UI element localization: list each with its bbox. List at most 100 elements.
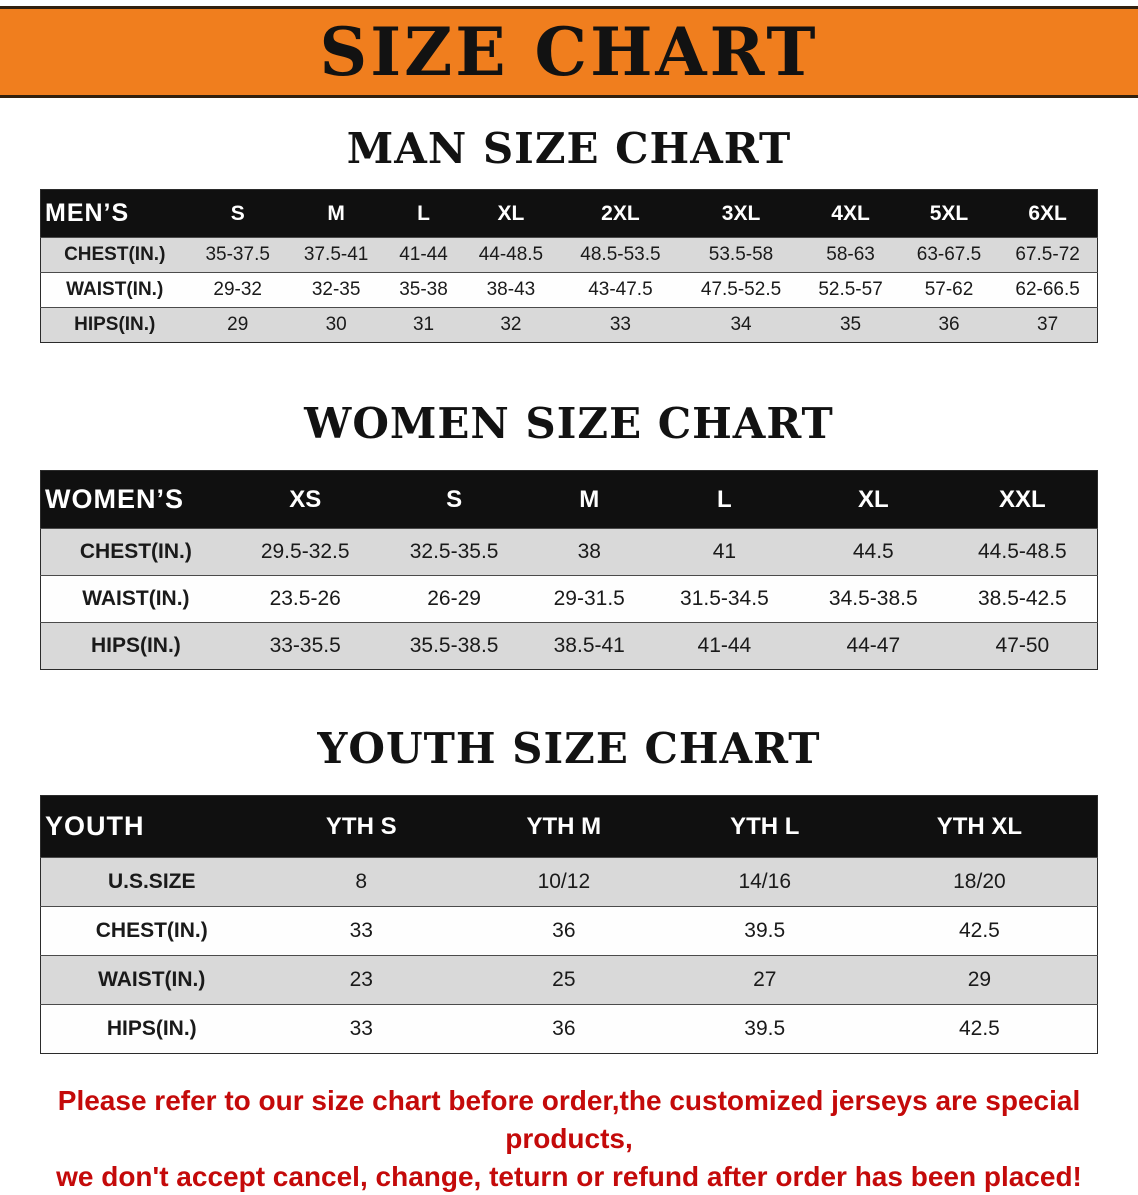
size-column-header: M: [286, 189, 386, 238]
size-column-header: YTH XL: [861, 795, 1098, 858]
measurement-value: 38: [528, 528, 650, 576]
table-group-label: MEN’S: [40, 189, 189, 238]
measurement-value: 36: [460, 1004, 668, 1054]
measurement-value: 62-66.5: [998, 272, 1098, 308]
measurement-value: 41-44: [649, 622, 799, 670]
measurement-label: WAIST(IN.): [40, 575, 231, 623]
womens-size-table: WOMEN’S XS S M L XL XXL CHEST(IN.) 29.5-32.5 32.5…: [40, 470, 1098, 670]
measurement-value: 42.5: [861, 906, 1098, 956]
table-row: CHEST(IN.) 29.5-32.5 32.5-35.5 38 41 44.5 44.5…: [40, 528, 1098, 576]
table-row: HIPS(IN.) 29 30 31 32 33 34 35 36 37: [40, 307, 1098, 343]
measurement-value: 29.5-32.5: [230, 528, 380, 576]
table-row: HIPS(IN.) 33 36 39.5 42.5: [40, 1004, 1098, 1054]
measurement-value: 35-38: [385, 272, 462, 308]
measurement-value: 57-62: [899, 272, 999, 308]
size-column-header: XL: [461, 189, 561, 238]
measurement-value: 38-43: [461, 272, 561, 308]
measurement-value: 44.5: [798, 528, 948, 576]
size-column-header: 4XL: [801, 189, 900, 238]
measurement-value: 33-35.5: [230, 622, 380, 670]
measurement-value: 35-37.5: [188, 237, 287, 273]
man-size-chart-heading: MAN SIZE CHART: [346, 124, 792, 173]
measurement-value: 33: [262, 1004, 461, 1054]
table-group-label: YOUTH: [40, 795, 263, 858]
table-row: WAIST(IN.) 23.5-26 26-29 29-31.5 31.5-34.5 34…: [40, 575, 1098, 623]
measurement-value: 32-35: [286, 272, 386, 308]
measurement-value: 39.5: [667, 1004, 862, 1054]
measurement-value: 8: [262, 857, 461, 907]
measurement-value: 23.5-26: [230, 575, 380, 623]
measurement-value: 47-50: [947, 622, 1098, 670]
measurement-value: 67.5-72: [998, 237, 1098, 273]
measurement-value: 44.5-48.5: [947, 528, 1098, 576]
measurement-value: 36: [460, 906, 668, 956]
size-column-header: L: [385, 189, 462, 238]
measurement-label: CHEST(IN.): [40, 237, 189, 273]
size-column-header: M: [528, 470, 650, 529]
table-row: WAIST(IN.) 29-32 32-35 35-38 38-43 43-47.5 47.…: [40, 272, 1098, 308]
size-column-header: S: [379, 470, 529, 529]
measurement-value: 34.5-38.5: [798, 575, 948, 623]
measurement-value: 33: [262, 906, 461, 956]
measurement-value: 33: [560, 307, 681, 343]
measurement-value: 26-29: [379, 575, 529, 623]
size-column-header: S: [188, 189, 287, 238]
size-column-header: 6XL: [998, 189, 1098, 238]
measurement-value: 14/16: [667, 857, 862, 907]
table-header-row: MEN’S S M L XL 2XL 3XL 4XL 5XL 6XL: [40, 189, 1098, 238]
measurement-value: 63-67.5: [899, 237, 999, 273]
disclaimer: Please refer to our size chart before or…: [0, 1082, 1138, 1195]
size-column-header: YTH L: [667, 795, 862, 858]
measurement-value: 44-48.5: [461, 237, 561, 273]
size-column-header: L: [649, 470, 799, 529]
measurement-value: 27: [667, 955, 862, 1005]
man-size-chart-section: MAN SIZE CHART MEN’S S M L XL 2XL 3XL 4XL 5XL 6XL…: [0, 124, 1138, 343]
measurement-value: 29-32: [188, 272, 287, 308]
measurement-value: 38.5-41: [528, 622, 650, 670]
measurement-value: 18/20: [861, 857, 1098, 907]
measurement-value: 37: [998, 307, 1098, 343]
measurement-value: 58-63: [801, 237, 900, 273]
measurement-label: CHEST(IN.): [40, 906, 263, 956]
measurement-label: HIPS(IN.): [40, 622, 231, 670]
measurement-value: 31: [385, 307, 462, 343]
measurement-label: U.S.SIZE: [40, 857, 263, 907]
table-header-row: YOUTH YTH S YTH M YTH L YTH XL: [40, 795, 1098, 858]
table-group-label: WOMEN’S: [40, 470, 231, 529]
size-column-header: 5XL: [899, 189, 999, 238]
measurement-value: 48.5-53.5: [560, 237, 681, 273]
measurement-value: 30: [286, 307, 386, 343]
measurement-value: 43-47.5: [560, 272, 681, 308]
measurement-value: 35.5-38.5: [379, 622, 529, 670]
measurement-value: 32.5-35.5: [379, 528, 529, 576]
measurement-value: 34: [680, 307, 802, 343]
measurement-value: 29-31.5: [528, 575, 650, 623]
table-row: HIPS(IN.) 33-35.5 35.5-38.5 38.5-41 41-44 44-…: [40, 622, 1098, 670]
measurement-value: 35: [801, 307, 900, 343]
measurement-label: CHEST(IN.): [40, 528, 231, 576]
size-column-header: XS: [230, 470, 380, 529]
measurement-value: 32: [461, 307, 561, 343]
measurement-value: 53.5-58: [680, 237, 802, 273]
measurement-value: 10/12: [460, 857, 668, 907]
measurement-value: 37.5-41: [286, 237, 386, 273]
measurement-value: 44-47: [798, 622, 948, 670]
measurement-value: 31.5-34.5: [649, 575, 799, 623]
table-row: CHEST(IN.) 35-37.5 37.5-41 41-44 44-48.5 48.5…: [40, 237, 1098, 273]
table-row: U.S.SIZE 8 10/12 14/16 18/20: [40, 857, 1098, 907]
measurement-value: 38.5-42.5: [947, 575, 1098, 623]
size-chart-title: SIZE CHART: [319, 13, 819, 91]
measurement-value: 29: [861, 955, 1098, 1005]
measurement-value: 41: [649, 528, 799, 576]
measurement-value: 41-44: [385, 237, 462, 273]
mens-size-table: MEN’S S M L XL 2XL 3XL 4XL 5XL 6XL CHEST(IN.) 35-37…: [40, 189, 1098, 343]
measurement-label: WAIST(IN.): [40, 955, 263, 1005]
disclaimer-line-2: we don't accept cancel, change, teturn o…: [56, 1160, 1082, 1192]
measurement-label: HIPS(IN.): [40, 307, 189, 343]
youth-size-chart-heading: YOUTH SIZE CHART: [317, 724, 821, 773]
table-row: WAIST(IN.) 23 25 27 29: [40, 955, 1098, 1005]
women-size-chart-heading: WOMEN SIZE CHART: [304, 399, 834, 448]
women-size-chart-section: WOMEN SIZE CHART WOMEN’S XS S M L XL XXL CHEST(…: [0, 399, 1138, 670]
measurement-label: WAIST(IN.): [40, 272, 189, 308]
youth-size-chart-section: YOUTH SIZE CHART YOUTH YTH S YTH M YTH L YTH…: [0, 724, 1138, 1054]
